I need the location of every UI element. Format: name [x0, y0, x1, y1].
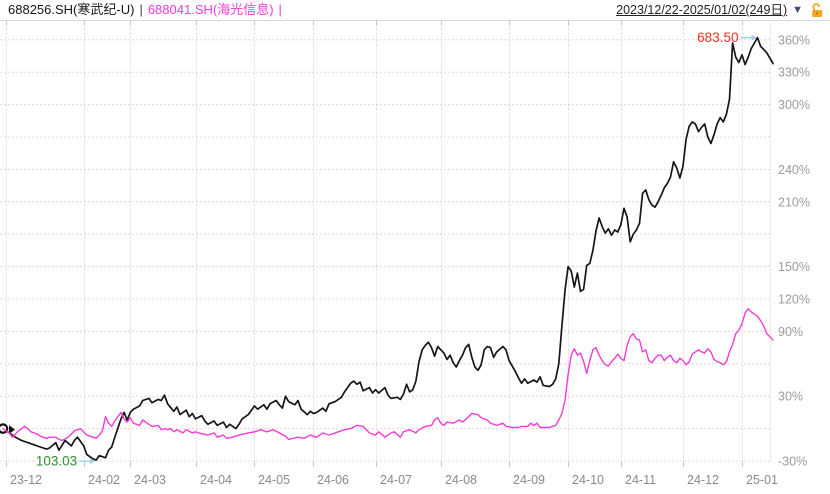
lock-open-icon[interactable] [809, 2, 824, 18]
x-axis-label: 24-02 [88, 473, 120, 487]
start-arrow-icon [9, 425, 15, 435]
y-axis-label: -30% [778, 455, 807, 469]
legend-codes: 688256.SH(寒武纪-U) | 688041.SH(海光信息) | [0, 0, 282, 20]
x-axis-label: 24-07 [380, 473, 412, 487]
x-axis-label: 24-08 [445, 473, 477, 487]
series-line-1 [2, 36, 774, 461]
series2-code-label[interactable]: 688041.SH(海光信息) [147, 2, 274, 17]
x-axis-label: 24-03 [134, 473, 166, 487]
low-arrowhead-icon [90, 458, 96, 465]
x-axis-label: 25-01 [746, 473, 778, 487]
x-axis-label: 24-12 [687, 473, 719, 487]
legend-separator-2: | [278, 2, 282, 17]
date-range-selector[interactable]: 2023/12/22-2025/01/02(249日) [616, 3, 788, 17]
y-axis-label: 210% [778, 195, 810, 209]
chart-header: 688256.SH(寒武纪-U) | 688041.SH(海光信息) | 202… [0, 0, 830, 20]
legend-separator: | [139, 2, 143, 17]
high-arrowhead-icon [751, 34, 757, 41]
y-axis-label: 120% [778, 293, 810, 307]
series-line-2 [2, 308, 774, 442]
x-axis-label: 24-09 [513, 473, 545, 487]
y-axis-label: 240% [778, 163, 810, 177]
x-axis-label: 23-12 [10, 473, 42, 487]
chevron-down-icon[interactable]: ▼ [792, 4, 803, 16]
x-axis-label: 24-10 [572, 473, 604, 487]
x-axis-label: 24-05 [258, 473, 290, 487]
y-axis-label: 330% [778, 66, 810, 80]
y-axis-label: 300% [778, 98, 810, 112]
x-axis-label: 24-11 [625, 473, 656, 487]
low-price-label: 103.03 [36, 454, 77, 469]
date-range-controls: 2023/12/22-2025/01/02(249日) ▼ [616, 0, 830, 20]
x-axis-label: 24-06 [317, 473, 349, 487]
y-axis-label: 150% [778, 260, 810, 274]
y-axis-label: 360% [778, 33, 810, 47]
y-axis-label: 90% [778, 325, 803, 339]
high-price-label: 683.50 [697, 30, 738, 45]
series1-code-label[interactable]: 688256.SH(寒武纪-U) [8, 2, 135, 17]
y-axis-label: 30% [778, 390, 803, 404]
x-axis-label: 24-04 [200, 473, 232, 487]
